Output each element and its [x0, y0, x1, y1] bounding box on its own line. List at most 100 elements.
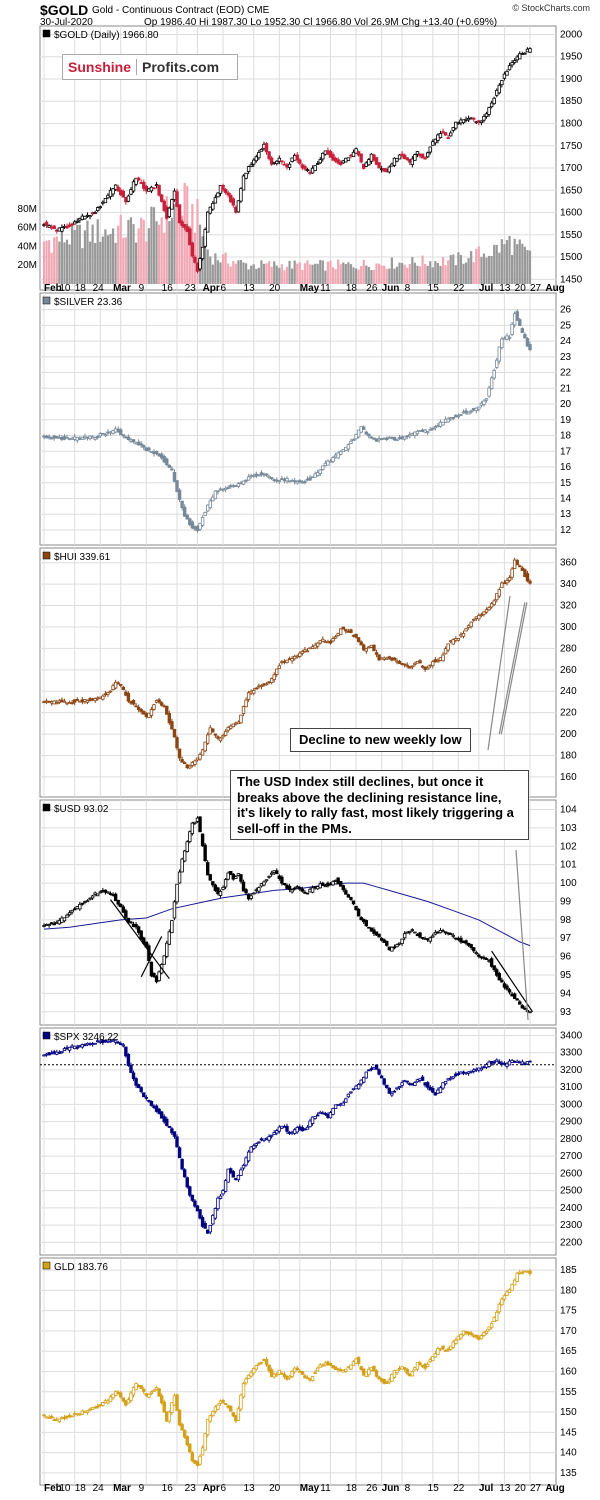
volume-bar-143	[408, 263, 411, 284]
usd-candle-55	[182, 850, 187, 862]
silver-ytick-7: 19	[560, 415, 572, 426]
volume-bar-14	[78, 224, 81, 284]
gld-candle-183	[510, 1284, 514, 1291]
spx-candle-123	[356, 1084, 361, 1090]
gld-candle-124	[359, 1366, 363, 1370]
usd-trendline-0	[110, 899, 170, 980]
silver-candle-68	[216, 490, 220, 493]
usd-candle-25	[106, 891, 110, 894]
gold-candle-57	[188, 228, 192, 246]
panel-spx: 2200 2300 2400 2500 2600 2700 2800 2900 3000 3100…	[39, 1027, 583, 1256]
spx-candle-137	[392, 1090, 397, 1093]
spx-candle-0	[42, 1054, 46, 1057]
silver-candle-156	[441, 421, 445, 426]
hui-candle-8	[62, 700, 67, 703]
usd-candle-31	[121, 906, 125, 913]
volume-bar-141	[403, 264, 406, 284]
gld-candle-137	[392, 1369, 397, 1378]
spx-candle-89	[269, 1134, 274, 1137]
usd-candle-17	[85, 900, 90, 903]
gld-candle-82	[252, 1368, 256, 1374]
spx-candle-61	[198, 1209, 202, 1219]
hui-candle-147	[418, 660, 422, 664]
volume-bar-111	[326, 261, 330, 284]
hui-candle-175	[489, 603, 494, 608]
hui-candle-186	[518, 565, 522, 568]
volume-bar-116	[339, 264, 342, 284]
usd-candle-62	[200, 833, 205, 847]
silver-candle-67	[213, 490, 218, 500]
volume-bar-80	[247, 269, 250, 284]
spx-candle-20	[93, 1042, 97, 1045]
gld-candle-70	[221, 1399, 225, 1403]
gld-candle-81	[249, 1371, 253, 1377]
volume-bar-174	[487, 255, 491, 284]
gold-candle-109	[321, 152, 325, 160]
usd-candle-118	[344, 890, 348, 895]
spx-candle-118	[344, 1098, 348, 1103]
hui-candle-70	[221, 734, 225, 738]
silver-candle-50	[170, 468, 174, 471]
silver-candle-72	[226, 487, 230, 489]
silver-candle-58	[190, 521, 195, 529]
silver-candle-149	[423, 429, 427, 433]
hui-candle-181	[505, 580, 509, 584]
volume-bar-66	[211, 264, 214, 284]
gold-candle-85	[259, 148, 264, 152]
hui-candle-177	[495, 593, 499, 601]
gold-candle-46	[159, 194, 164, 202]
x-label-1-1: 10	[59, 1483, 71, 1494]
spx-candle-106	[313, 1116, 317, 1120]
x-label-1-6: 16	[162, 1483, 174, 1494]
x-label-1-21: 13	[499, 1483, 511, 1494]
hui-candle-17	[85, 700, 90, 703]
spx-candle-34	[129, 1064, 133, 1073]
gold-candle-79	[244, 172, 248, 179]
gold-candle-146	[415, 151, 420, 155]
silver-candle-71	[223, 487, 228, 491]
volume-bar-178	[498, 252, 501, 284]
volume-bar-34	[129, 217, 133, 284]
gold-candle-150	[425, 152, 430, 158]
gld-candle-171	[479, 1335, 484, 1340]
x-label-0-24: Aug	[545, 283, 564, 294]
gld-candle-153	[433, 1353, 438, 1358]
spx-candle-155	[438, 1087, 443, 1093]
silver-candle-30	[119, 429, 123, 436]
gld-candle-152	[431, 1355, 435, 1362]
silver-candle-63	[203, 512, 207, 516]
volume-bar-43	[152, 207, 156, 284]
gold-candle-108	[318, 159, 322, 164]
gold-ytick-4: 1650	[560, 185, 583, 196]
volume-bar-54	[181, 215, 184, 284]
spx-candle-177	[495, 1059, 499, 1062]
volume-bar-162	[457, 252, 460, 284]
volume-bar-49	[168, 221, 171, 284]
spx-candle-174	[487, 1061, 491, 1067]
hui-candle-72	[226, 727, 230, 731]
gold-candle-87	[264, 143, 269, 153]
silver-candle-173	[484, 398, 489, 401]
hui-candle-157	[443, 648, 448, 655]
volume-bar-115	[337, 259, 340, 284]
spx-candle-46	[159, 1111, 164, 1119]
spx-ytick-11: 3300	[560, 1048, 583, 1059]
volume-bar-177	[495, 244, 498, 284]
spx-candle-59	[193, 1200, 197, 1207]
gold-candle-62	[200, 246, 205, 260]
gld-candle-103	[305, 1377, 310, 1380]
gld-candle-58	[190, 1452, 195, 1462]
gold-candle-130	[374, 157, 379, 165]
usd-candle-156	[441, 930, 445, 933]
silver-candle-95	[285, 478, 289, 482]
gld-candle-65	[208, 1415, 212, 1422]
volume-bar-28	[114, 242, 117, 284]
hui-candle-53	[177, 748, 182, 759]
volume-bar-103	[306, 260, 309, 284]
gold-candle-80	[246, 166, 251, 172]
silver-candle-35	[131, 439, 136, 443]
usd-ytick-9: 102	[560, 841, 577, 852]
gold-candle-175	[489, 102, 494, 108]
volume-bar-107	[316, 263, 319, 284]
gold-candle-171	[479, 120, 484, 123]
